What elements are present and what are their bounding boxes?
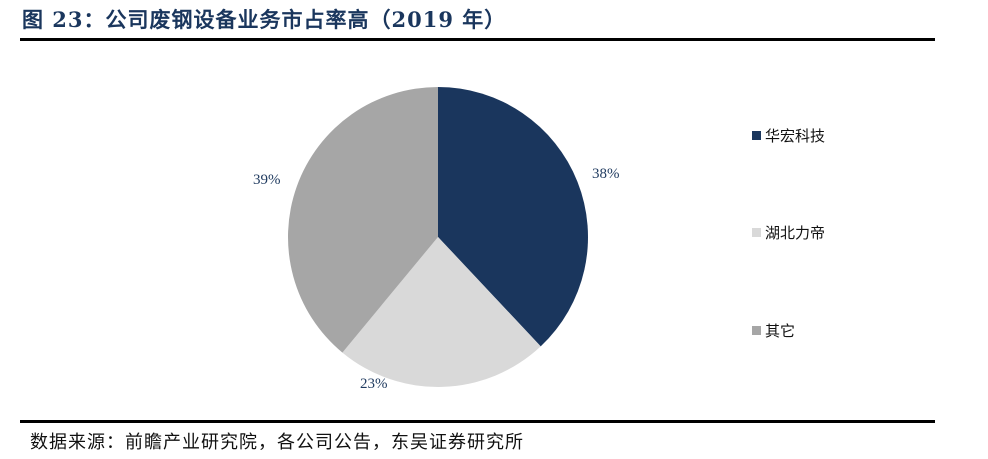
slice-hubei-lidi — [342, 237, 541, 388]
label-huahong-pct: 38% — [592, 166, 620, 182]
legend-item-hubei-lidi: 湖北力帝 — [752, 222, 825, 243]
label-other-pct: 39% — [253, 172, 281, 188]
legend-swatch-icon — [752, 326, 761, 335]
legend-swatch-icon — [752, 131, 761, 140]
legend-swatch-icon — [752, 228, 761, 237]
legend-item-other: 其它 — [752, 320, 795, 341]
legend-item-huahong: 华宏科技 — [752, 125, 825, 146]
slice-huahong — [438, 87, 589, 347]
top-rule — [20, 38, 935, 41]
legend-label: 其它 — [765, 322, 796, 340]
label-hubei-lidi-pct: 23% — [360, 376, 388, 392]
slice-other — [288, 87, 438, 353]
bottom-rule — [20, 420, 935, 423]
legend-label: 华宏科技 — [765, 127, 826, 145]
chart-title: 图 23：公司废钢设备业务市占率高（2019 年） — [22, 7, 507, 32]
legend-label: 湖北力帝 — [765, 224, 826, 242]
source-note: 数据来源：前瞻产业研究院，各公司公告，东吴证券研究所 — [30, 432, 524, 453]
